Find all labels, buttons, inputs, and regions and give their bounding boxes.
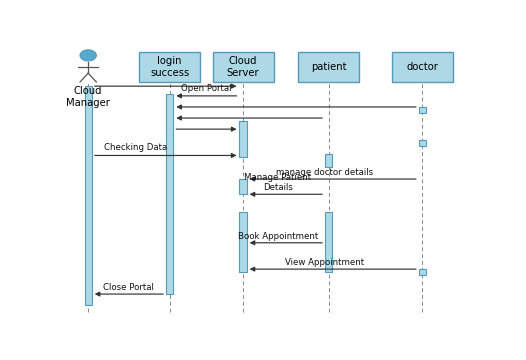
Bar	[325, 154, 332, 167]
Text: login
success: login success	[150, 56, 189, 77]
Bar	[239, 179, 247, 194]
Text: Cloud
Server: Cloud Server	[227, 56, 259, 77]
Bar	[85, 86, 92, 305]
Text: Book Appointment: Book Appointment	[238, 231, 318, 240]
Bar	[139, 51, 200, 82]
Bar	[325, 212, 332, 272]
Bar	[419, 269, 426, 275]
Text: Checking Data: Checking Data	[105, 143, 168, 152]
Text: doctor: doctor	[407, 62, 438, 72]
Bar	[213, 51, 274, 82]
Text: Manage Patient
Details: Manage Patient Details	[245, 173, 311, 192]
Bar	[239, 212, 247, 272]
Bar	[239, 121, 247, 157]
Bar	[419, 107, 426, 113]
Text: Open Portal: Open Portal	[181, 84, 231, 93]
Bar	[166, 94, 174, 294]
Text: Close Portal: Close Portal	[104, 283, 154, 292]
Text: Cloud
Manager: Cloud Manager	[66, 86, 110, 108]
Text: manage doctor details: manage doctor details	[276, 168, 373, 177]
Circle shape	[80, 50, 96, 61]
Bar	[419, 140, 426, 146]
Bar	[392, 51, 453, 82]
Text: patient: patient	[311, 62, 347, 72]
Bar	[298, 51, 359, 82]
Text: View Appointment: View Appointment	[285, 258, 363, 267]
